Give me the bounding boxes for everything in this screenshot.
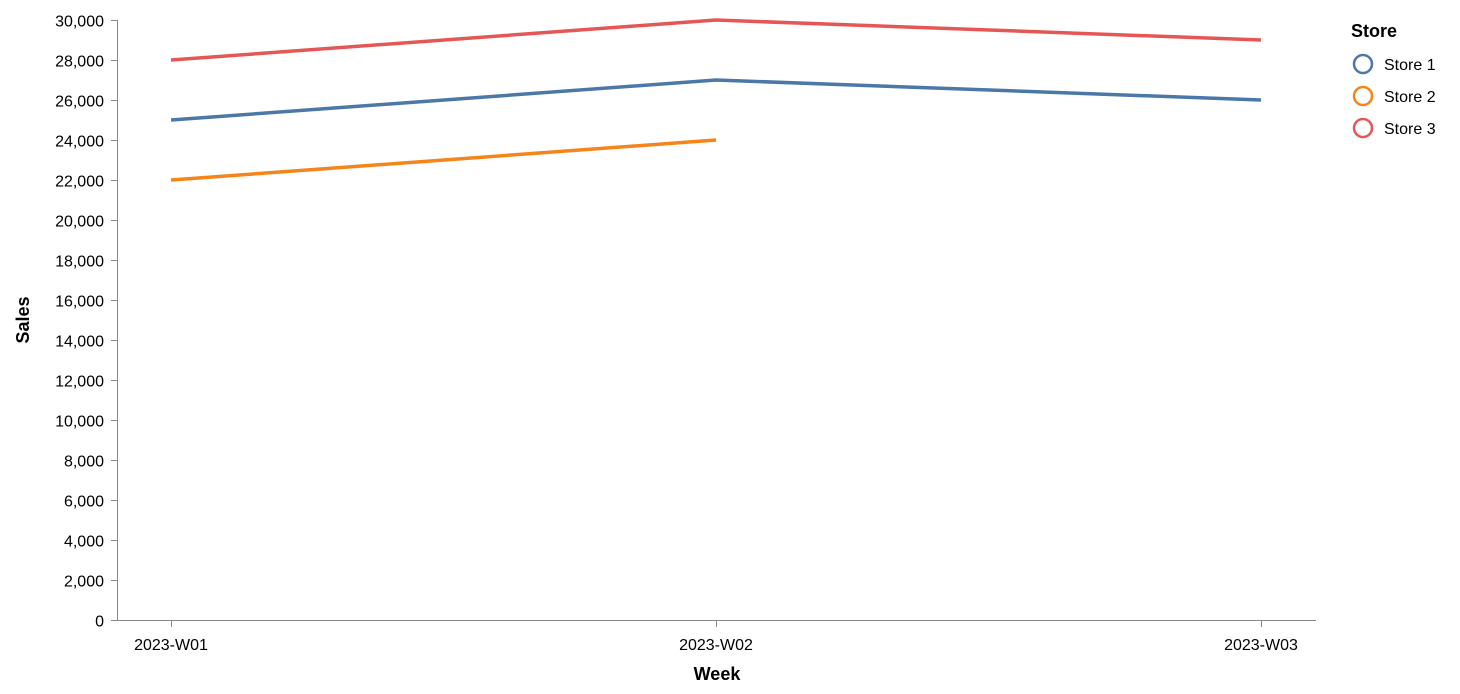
- x-axis-title: Week: [694, 664, 742, 684]
- y-tick-label: 12,000: [55, 374, 104, 391]
- legend: Store Store 1 Store 2 Store 3: [1351, 21, 1436, 139]
- legend-label-2: Store 2: [1384, 89, 1436, 106]
- legend-label-3: Store 3: [1384, 121, 1436, 138]
- y-tick-label: 4,000: [64, 534, 104, 551]
- series-lines: [170, 18, 1262, 182]
- x-tick-label: 2023-W01: [134, 637, 208, 654]
- y-tick-label: 22,000: [55, 174, 104, 191]
- y-axis-title: Sales: [13, 296, 33, 343]
- legend-symbol-3: [1352, 117, 1374, 139]
- y-tick-label: 10,000: [55, 414, 104, 431]
- y-axis: 0 2,000 4,000 6,000 8,000 10,000 12,000 14,000 1…: [55, 14, 118, 631]
- legend-title: Store: [1351, 21, 1397, 41]
- series-line-3: [170, 18, 1262, 62]
- y-tick-label: 26,000: [55, 94, 104, 111]
- y-tick-label: 14,000: [55, 334, 104, 351]
- y-tick-label: 18,000: [55, 254, 104, 271]
- y-tick-label: 0: [95, 614, 104, 631]
- y-tick-label: 20,000: [55, 214, 104, 231]
- legend-label-1: Store 1: [1384, 57, 1436, 74]
- legend-symbol-1: [1352, 53, 1374, 75]
- y-tick-label: 2,000: [64, 574, 104, 591]
- y-tick-label: 6,000: [64, 494, 104, 511]
- y-tick-label: 28,000: [55, 54, 104, 71]
- series-line-1: [170, 78, 1262, 122]
- x-tick-label: 2023-W03: [1224, 637, 1298, 654]
- series-line-2: [170, 138, 717, 182]
- x-tick-label: 2023-W02: [679, 637, 753, 654]
- y-tick-label: 16,000: [55, 294, 104, 311]
- y-tick-label: 8,000: [64, 454, 104, 471]
- x-axis: 2023-W01 2023-W02 2023-W03: [117, 620, 1316, 654]
- y-tick-label: 24,000: [55, 134, 104, 151]
- y-tick-label: 30,000: [55, 14, 104, 31]
- legend-symbol-2: [1352, 85, 1374, 107]
